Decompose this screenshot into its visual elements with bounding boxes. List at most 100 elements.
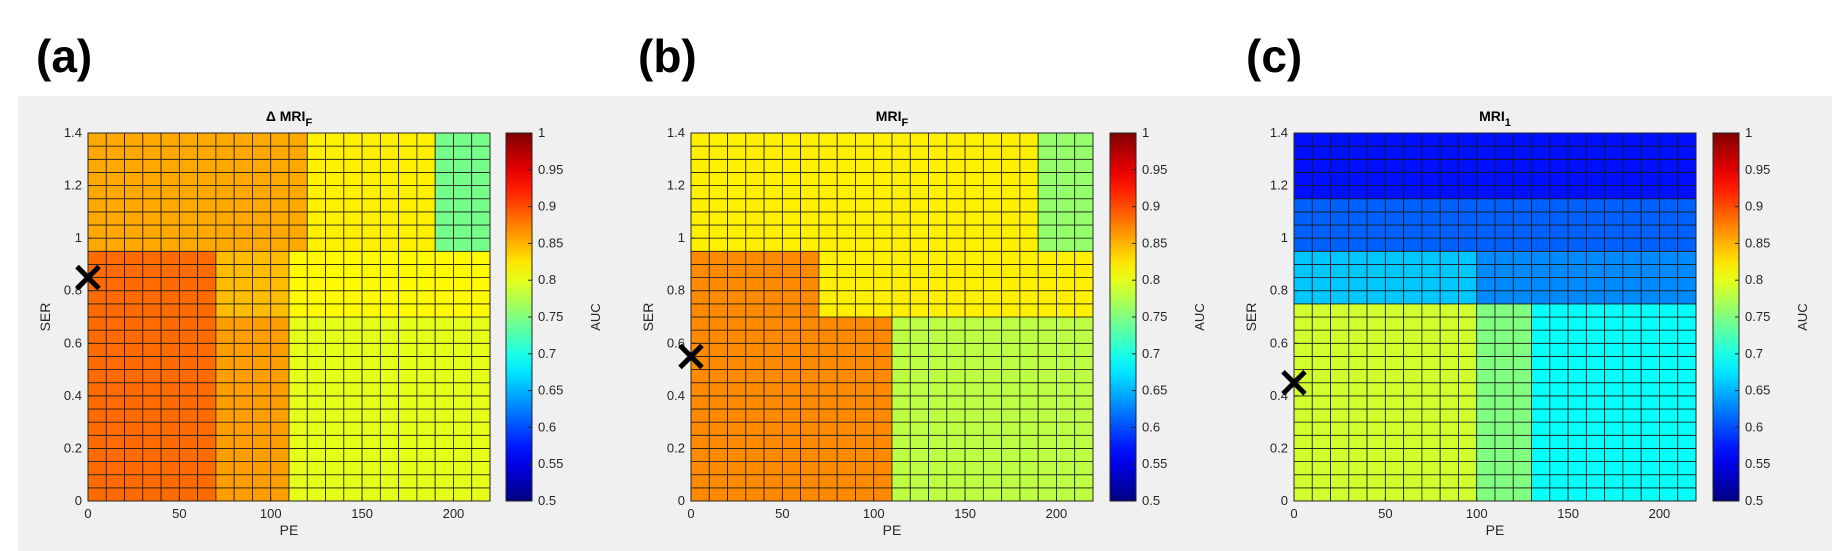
heatmap-cell <box>288 356 308 370</box>
heatmap-cell <box>1604 277 1624 292</box>
heatmap-cell <box>763 408 783 423</box>
heatmap-cell <box>982 434 1003 449</box>
heatmap-cell <box>142 316 162 331</box>
heatmap-cell <box>873 434 893 449</box>
heatmap-cell <box>1604 395 1624 410</box>
heatmap-cell <box>1403 303 1423 318</box>
heatmap-cell <box>398 421 418 436</box>
heatmap-cell <box>1659 487 1679 502</box>
heatmap-cell <box>1640 198 1660 213</box>
heatmap-cell <box>1640 421 1660 436</box>
heatmap-cell <box>1311 461 1331 476</box>
heatmap-cell <box>1421 198 1441 213</box>
heatmap-cell <box>398 434 418 449</box>
y-tick-label: 0.6 <box>64 335 82 350</box>
heatmap-cell <box>1330 461 1350 476</box>
heatmap-cell <box>343 382 363 397</box>
heatmap-cell <box>1512 211 1532 226</box>
heatmap-cell <box>1512 250 1532 265</box>
heatmap-cell <box>964 264 984 278</box>
axes-box <box>1293 132 1697 502</box>
heatmap-cell <box>325 198 345 213</box>
heatmap-cell <box>1458 461 1478 476</box>
heatmap-cell <box>1494 382 1514 397</box>
heatmap-cell <box>928 408 948 423</box>
heatmap-cell <box>197 185 217 200</box>
heatmap-cell <box>909 369 929 384</box>
heatmap-cell <box>1604 185 1624 200</box>
heatmap-cell <box>1622 277 1642 292</box>
heatmap-cell <box>891 382 911 397</box>
heatmap-cell <box>434 290 454 305</box>
heatmap-cell <box>379 145 400 160</box>
heatmap-cell <box>1074 264 1094 278</box>
heatmap-cell <box>252 303 272 318</box>
heatmap-cell <box>1056 316 1076 331</box>
heatmap-cell <box>178 198 199 213</box>
heatmap-cell <box>471 408 491 423</box>
heatmap-cell <box>1421 250 1441 265</box>
heatmap-cell <box>781 382 802 397</box>
heatmap-cell <box>1585 474 1606 489</box>
heatmap-cell <box>745 434 765 449</box>
heatmap-cell <box>306 421 326 436</box>
heatmap-cell <box>1640 474 1660 489</box>
heatmap-cell <box>1531 356 1551 370</box>
heatmap-cell <box>252 421 272 436</box>
heatmap-cell <box>160 474 180 489</box>
heatmap-cell <box>1476 264 1496 278</box>
heatmap-cell <box>471 250 491 265</box>
heatmap-cell <box>124 237 144 252</box>
heatmap-cell <box>763 369 783 384</box>
heatmap-cell <box>836 369 856 384</box>
heatmap-cell <box>855 395 875 410</box>
heatmap-cell <box>343 224 363 239</box>
heatmap-cell <box>818 356 838 370</box>
heatmap-cell <box>124 172 144 186</box>
heatmap-cell <box>434 211 454 226</box>
heatmap-cell <box>434 356 454 370</box>
heatmap-cell <box>708 185 728 200</box>
heatmap-cell <box>1622 434 1642 449</box>
heatmap-cell <box>1421 145 1441 160</box>
heatmap-cell <box>1311 264 1331 278</box>
heatmap-cell <box>252 158 272 173</box>
heatmap-cell <box>1512 132 1532 147</box>
heatmap-cell <box>1659 290 1679 305</box>
heatmap-cell <box>982 395 1003 410</box>
heatmap-cell <box>964 303 984 318</box>
heatmap-cell <box>306 369 326 384</box>
heatmap-cell <box>1439 382 1459 397</box>
heatmap-cell <box>343 250 363 265</box>
heatmap-cell <box>1001 434 1021 449</box>
heatmap-cell <box>197 290 217 305</box>
heatmap-cell <box>361 316 381 331</box>
heatmap-cell <box>416 329 436 344</box>
heatmap-cell <box>964 408 984 423</box>
heatmap-cell <box>288 250 308 265</box>
heatmap-cell <box>982 421 1003 436</box>
heatmap-cell <box>1293 277 1313 292</box>
heatmap-cell <box>1622 158 1642 173</box>
heatmap-cell <box>818 185 838 200</box>
colorbar-label: AUC <box>1795 303 1810 330</box>
heatmap-cell <box>836 158 856 173</box>
heatmap-cell <box>1019 369 1039 384</box>
heatmap-cell <box>928 277 948 292</box>
heatmap-cell <box>105 487 125 502</box>
heatmap-cell <box>178 211 199 226</box>
heatmap-cell <box>306 434 326 449</box>
heatmap-cell <box>891 185 911 200</box>
x-tick-label: 0 <box>1290 506 1297 521</box>
heatmap-cell <box>781 316 802 331</box>
heatmap-cell <box>1494 434 1514 449</box>
heatmap-cell <box>1421 461 1441 476</box>
heatmap-cell <box>781 145 802 160</box>
heatmap-cell <box>1293 198 1313 213</box>
heatmap-cell <box>1384 303 1405 318</box>
heatmap-cell <box>1019 408 1039 423</box>
heatmap-cell <box>1640 303 1660 318</box>
heatmap-cell <box>215 172 235 186</box>
heatmap-cell <box>343 461 363 476</box>
heatmap-cell <box>124 198 144 213</box>
